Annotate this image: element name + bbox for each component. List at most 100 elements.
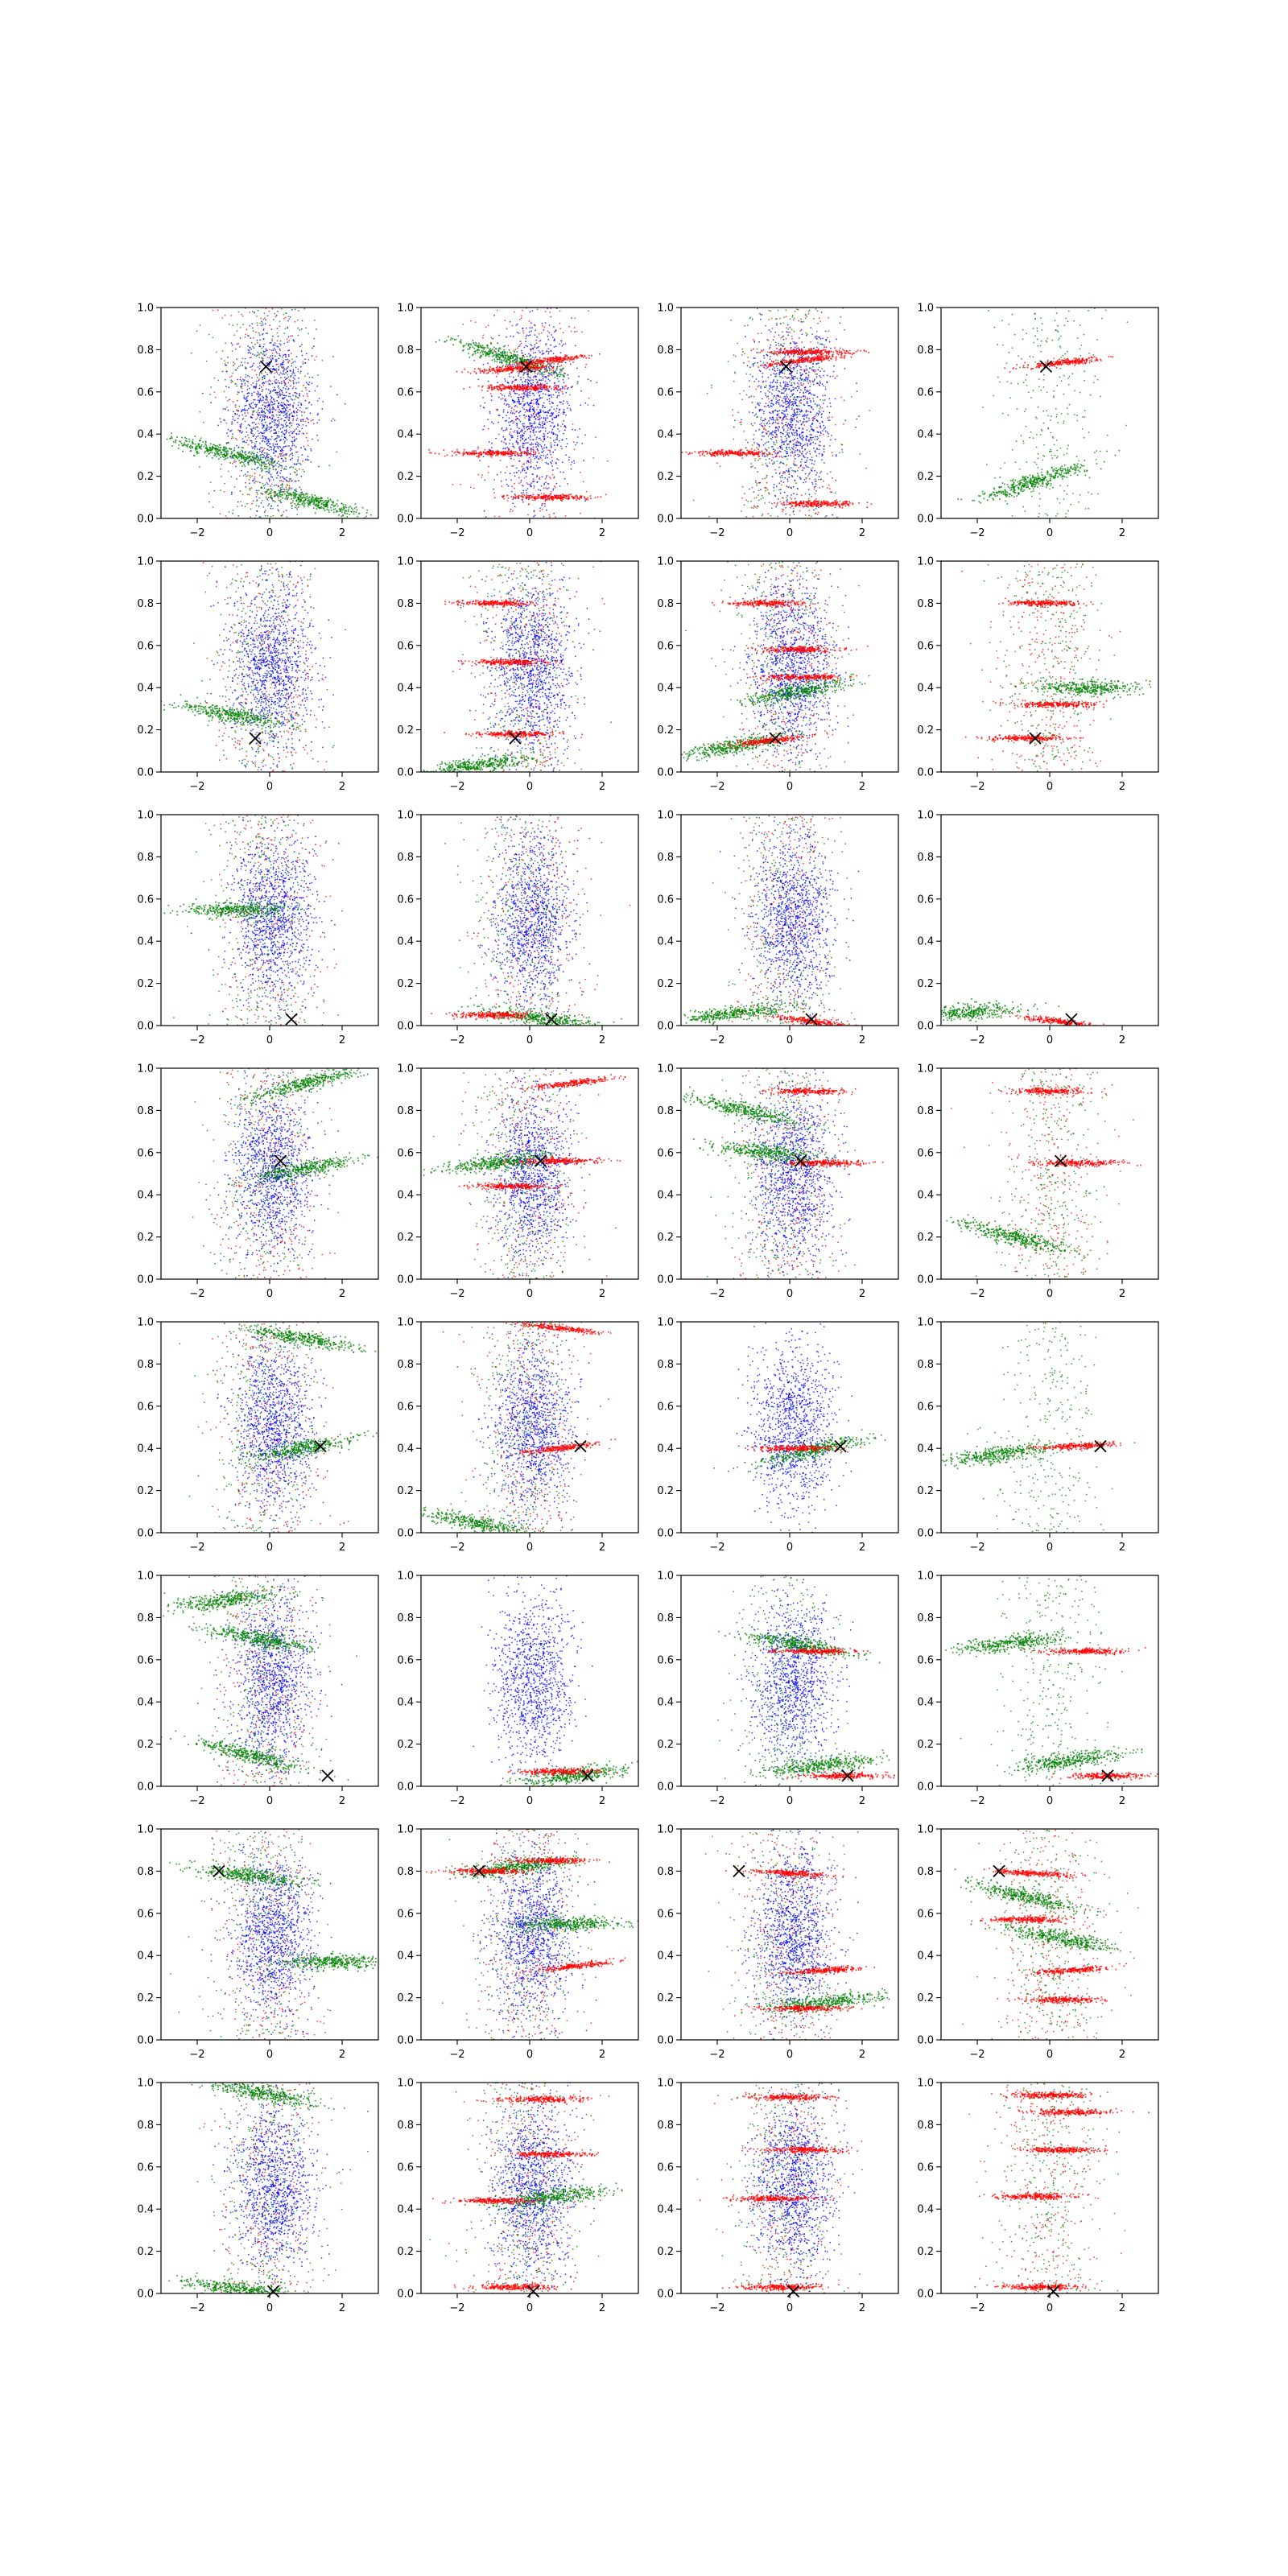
data-point bbox=[341, 507, 343, 509]
data-point bbox=[263, 385, 265, 386]
data-point bbox=[482, 353, 484, 355]
data-point bbox=[388, 516, 390, 518]
data-point bbox=[530, 439, 531, 440]
data-point bbox=[552, 423, 554, 424]
data-point bbox=[307, 393, 308, 394]
data-point bbox=[549, 516, 551, 518]
data-point bbox=[527, 442, 529, 444]
data-point bbox=[531, 327, 533, 328]
data-point bbox=[552, 489, 554, 491]
data-point bbox=[291, 452, 293, 454]
data-point bbox=[293, 386, 295, 388]
data-point bbox=[262, 447, 263, 448]
data-point bbox=[275, 345, 276, 346]
data-point bbox=[263, 432, 265, 434]
data-point bbox=[270, 411, 271, 413]
data-point bbox=[547, 411, 549, 412]
data-point bbox=[533, 439, 535, 440]
data-point bbox=[539, 477, 540, 478]
data-point bbox=[294, 378, 295, 380]
data-point bbox=[545, 420, 547, 422]
data-point bbox=[503, 409, 505, 411]
data-point bbox=[252, 382, 254, 384]
data-point bbox=[556, 375, 558, 377]
data-point bbox=[274, 422, 275, 423]
data-point bbox=[245, 436, 246, 438]
data-point bbox=[267, 410, 269, 411]
data-point bbox=[301, 492, 303, 493]
data-point bbox=[231, 315, 233, 316]
data-point bbox=[323, 502, 324, 503]
data-point bbox=[512, 388, 514, 390]
data-point bbox=[270, 410, 271, 411]
data-point bbox=[270, 485, 271, 487]
data-point bbox=[488, 466, 489, 468]
data-point bbox=[305, 497, 307, 499]
data-point bbox=[245, 382, 246, 384]
data-point bbox=[210, 452, 212, 453]
data-point bbox=[534, 481, 535, 482]
data-point bbox=[206, 448, 208, 449]
data-point bbox=[246, 367, 247, 369]
data-point bbox=[225, 379, 226, 381]
data-point bbox=[296, 423, 298, 425]
data-point bbox=[572, 358, 574, 360]
data-point bbox=[259, 362, 261, 364]
data-point bbox=[477, 346, 479, 348]
data-point bbox=[529, 356, 530, 357]
data-point bbox=[508, 485, 510, 487]
data-point bbox=[287, 516, 288, 518]
data-point bbox=[224, 459, 225, 460]
data-point bbox=[277, 407, 279, 408]
data-point bbox=[539, 424, 540, 426]
data-point bbox=[513, 400, 514, 402]
data-point bbox=[255, 514, 257, 516]
data-point bbox=[278, 466, 279, 468]
data-point bbox=[543, 516, 545, 518]
data-point bbox=[258, 467, 259, 469]
data-point bbox=[317, 400, 319, 402]
data-point bbox=[558, 386, 559, 388]
data-point bbox=[506, 484, 508, 485]
data-point bbox=[238, 460, 240, 461]
data-point bbox=[289, 418, 291, 419]
data-point bbox=[287, 484, 288, 485]
data-point bbox=[530, 444, 532, 446]
data-point bbox=[501, 398, 502, 400]
data-point bbox=[209, 447, 211, 448]
data-point bbox=[530, 349, 532, 350]
data-point bbox=[294, 497, 295, 499]
data-point bbox=[298, 502, 299, 503]
data-point bbox=[518, 365, 520, 367]
data-point bbox=[319, 398, 320, 399]
data-point bbox=[522, 485, 524, 487]
data-point bbox=[547, 412, 549, 414]
data-point bbox=[258, 506, 260, 507]
data-point bbox=[274, 419, 275, 421]
data-point bbox=[269, 349, 270, 351]
data-point bbox=[505, 439, 506, 440]
data-point bbox=[306, 437, 308, 439]
data-point bbox=[480, 352, 481, 353]
data-point bbox=[294, 398, 295, 400]
data-point bbox=[547, 475, 548, 477]
data-point bbox=[250, 453, 252, 455]
data-point bbox=[522, 355, 524, 357]
data-point bbox=[514, 393, 516, 394]
data-point bbox=[528, 437, 530, 439]
data-point bbox=[295, 438, 297, 440]
data-point bbox=[221, 452, 222, 453]
data-point bbox=[261, 325, 262, 327]
data-point bbox=[476, 373, 477, 374]
data-point bbox=[210, 402, 212, 403]
data-point bbox=[226, 448, 228, 449]
data-point bbox=[330, 499, 332, 501]
data-point bbox=[456, 371, 458, 373]
data-point bbox=[286, 426, 287, 427]
data-point bbox=[509, 443, 510, 444]
data-point bbox=[548, 391, 550, 393]
data-point bbox=[547, 308, 548, 310]
data-point bbox=[322, 507, 324, 509]
data-point bbox=[287, 401, 289, 402]
data-point bbox=[323, 504, 324, 506]
